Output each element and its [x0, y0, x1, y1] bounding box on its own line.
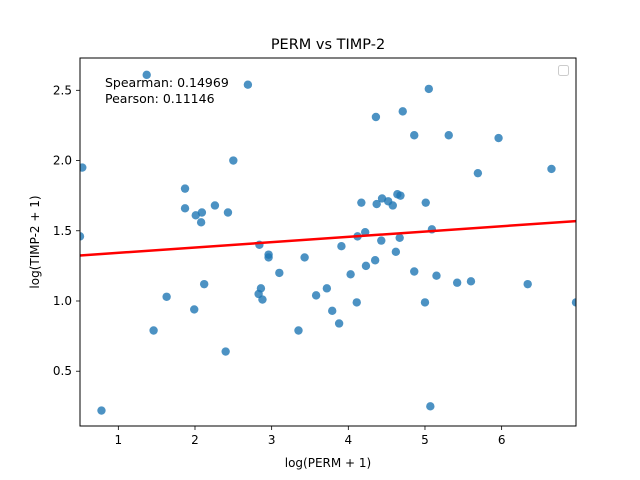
data-point: [424, 84, 434, 94]
legend-box: [558, 65, 569, 76]
y-axis-label: log(TIMP-2 + 1): [28, 195, 42, 288]
data-point: [243, 80, 253, 89]
data-point: [180, 184, 190, 193]
data-point: [473, 168, 483, 178]
data-point: [388, 201, 397, 210]
data-point: [352, 298, 361, 307]
y-tick-label: 2.0: [53, 154, 72, 168]
x-tick-label: 2: [191, 433, 199, 447]
x-axis: 1 2 3 4 5 6: [115, 426, 506, 447]
y-tick-label: 0.5: [53, 364, 72, 378]
data-point: [162, 292, 171, 301]
data-point: [221, 347, 230, 356]
x-tick-label: 3: [268, 433, 276, 447]
spearman-annotation: Spearman: 0.14969: [105, 75, 229, 90]
data-point: [494, 133, 503, 143]
data-point: [372, 199, 381, 209]
data-point: [360, 227, 370, 237]
regression-line: [80, 219, 576, 257]
data-point: [328, 306, 337, 316]
data-point: [398, 107, 407, 116]
data-point: [334, 319, 344, 328]
data-point: [229, 156, 238, 165]
data-point: [180, 204, 190, 213]
data-point: [410, 131, 419, 140]
data-point: [80, 163, 87, 172]
x-axis-label: log(PERM + 1): [285, 456, 371, 470]
data-point: [396, 191, 405, 200]
x-tick-label: 1: [115, 433, 123, 447]
data-point: [322, 284, 332, 293]
data-point: [547, 164, 556, 174]
y-axis: 0.5 1.0 1.5 2.0 2.5: [53, 83, 80, 378]
data-point: [426, 402, 435, 411]
y-tick-label: 2.5: [53, 83, 72, 97]
data-point: [395, 233, 404, 242]
data-point: [371, 112, 381, 122]
data-point: [370, 256, 380, 265]
data-point: [420, 298, 430, 307]
data-point: [432, 271, 441, 280]
data-point: [199, 279, 209, 289]
x-tick-label: 5: [421, 433, 429, 447]
data-point: [391, 247, 401, 257]
data-point: [410, 267, 419, 276]
data-point: [196, 218, 206, 227]
data-point: [294, 326, 303, 335]
data-point: [258, 295, 267, 304]
chart-title: PERM vs TIMP-2: [271, 37, 385, 53]
data-point: [264, 253, 273, 262]
plot-area: [80, 70, 576, 415]
data-point: [311, 291, 321, 300]
data-point: [571, 298, 576, 307]
y-tick-label: 1.0: [53, 294, 72, 308]
data-point: [210, 201, 220, 210]
data-point: [377, 236, 386, 245]
data-point: [275, 268, 284, 278]
data-point: [300, 253, 309, 262]
data-point: [337, 242, 346, 251]
data-point: [452, 278, 462, 287]
x-tick-label: 6: [498, 433, 506, 447]
data-point: [80, 232, 85, 241]
data-point: [142, 70, 151, 80]
data-point: [97, 406, 106, 415]
data-point: [149, 326, 158, 335]
data-point: [357, 198, 366, 207]
data-point: [256, 284, 266, 293]
data-point: [190, 305, 199, 314]
axes-frame: [79, 57, 577, 427]
data-point: [444, 131, 453, 140]
data-point: [197, 208, 207, 217]
data-point: [361, 261, 371, 271]
data-point: [223, 208, 233, 217]
data-point: [421, 198, 430, 207]
data-point: [346, 270, 355, 279]
data-point: [523, 279, 532, 289]
x-tick-label: 4: [344, 433, 352, 447]
pearson-annotation: Pearson: 0.11146: [105, 91, 215, 106]
y-tick-label: 1.5: [53, 224, 72, 238]
data-point: [466, 277, 476, 286]
